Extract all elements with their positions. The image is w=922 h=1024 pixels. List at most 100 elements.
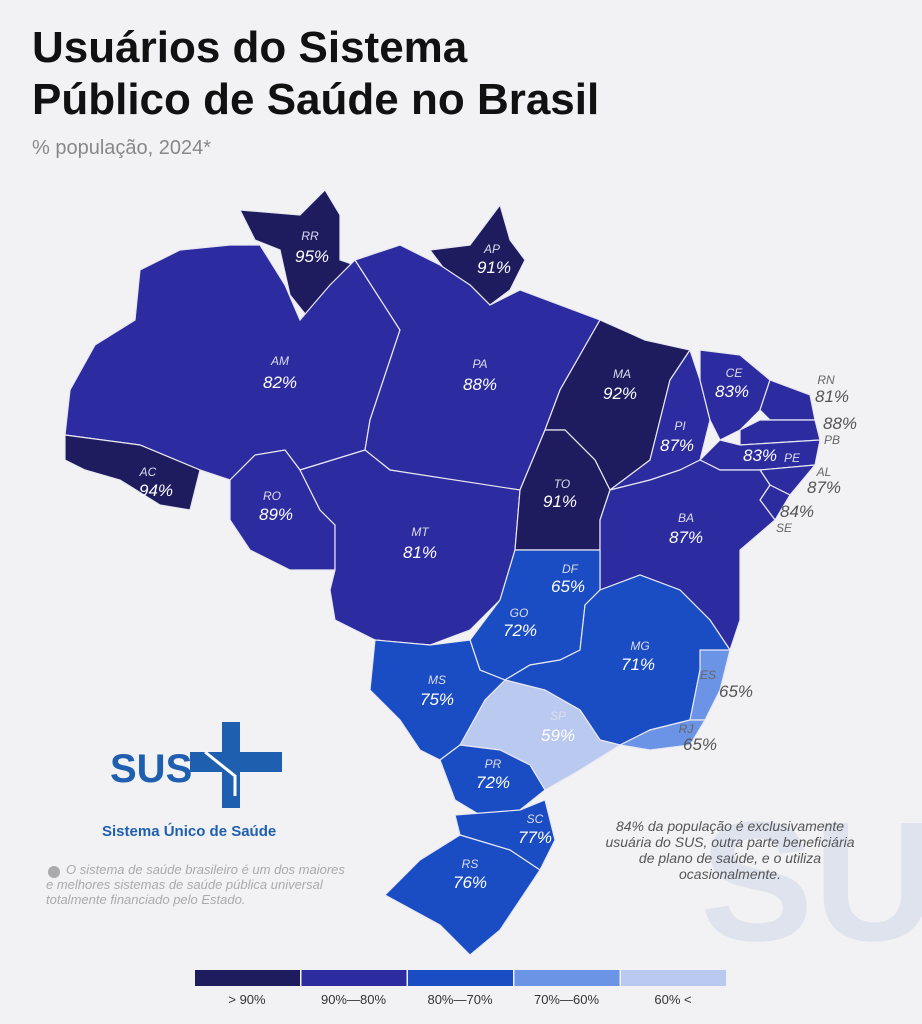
state-value: 88% (463, 375, 497, 394)
state-code: RN (817, 373, 835, 387)
state-label: MT 81% (403, 525, 437, 562)
legend-label: 70%—60% (534, 992, 599, 1007)
state-label: PA 88% (463, 357, 497, 394)
legend-label: 60% < (654, 992, 691, 1007)
state-value: 94% (139, 481, 173, 500)
state-value: 65% (683, 735, 717, 754)
state-code: RO (263, 489, 281, 503)
state-value: 88% (823, 414, 857, 433)
state-label: RS 76% (453, 857, 487, 892)
legend: > 90% 90%—80% 80%—70% 70%—60% 60% < (195, 970, 726, 1007)
title: Público de Saúde no Brasil (32, 75, 599, 124)
state-code: PI (674, 419, 686, 433)
state-code: AP (483, 242, 500, 256)
state-value: 92% (603, 384, 637, 403)
state-value: 84% (780, 502, 814, 521)
legend-swatch (301, 970, 407, 986)
state-code: DF (562, 562, 579, 576)
state-value: 83% (715, 382, 749, 401)
state-label: MS 75% (420, 673, 454, 709)
state-code: SP (550, 709, 566, 723)
legend-swatch (408, 970, 513, 986)
state-code: AM (270, 354, 289, 368)
state-value: 89% (259, 505, 293, 524)
state-code: TO (554, 477, 570, 491)
state-code: PR (485, 757, 502, 771)
legend-swatch (195, 970, 300, 986)
state-code: SE (776, 521, 793, 535)
state-shape (618, 719, 707, 751)
state-code: MS (428, 673, 446, 687)
state-code: MT (411, 525, 430, 539)
state-code: SC (527, 812, 544, 826)
state-label: CE 83% (715, 366, 749, 401)
state-value: 77% (518, 828, 552, 847)
state-label: SP 59% (541, 709, 575, 745)
state-value: 83% (743, 446, 777, 465)
subtitle: % população, 2024* (32, 137, 211, 159)
state-value: 81% (403, 543, 437, 562)
state-value: 65% (719, 682, 753, 701)
state-value: 72% (503, 621, 537, 640)
legend-label: > 90% (228, 992, 266, 1007)
state-label: RO 89% (259, 489, 293, 524)
state-code: RS (462, 857, 479, 871)
state-code: MA (613, 367, 631, 381)
state-code: RJ (679, 722, 695, 736)
state-value: 82% (263, 373, 297, 392)
state-label: AC 94% (139, 465, 173, 500)
state-label: PI 87% (660, 419, 694, 455)
state-shape (759, 379, 816, 421)
state-value: 81% (815, 387, 849, 406)
state-code: CE (726, 366, 744, 380)
state-code: ES (700, 668, 716, 682)
state-shape (64, 434, 201, 511)
state-label: RR 95% (295, 229, 329, 266)
state-code: BA (678, 511, 694, 525)
logo-line (204, 750, 237, 796)
state-value: 91% (543, 492, 577, 511)
state-label: MG 71% (621, 639, 655, 674)
state-value: 91% (477, 258, 511, 277)
legend-label: 90%—80% (321, 992, 386, 1007)
state-value: 95% (295, 247, 329, 266)
legend-label: 80%—70% (427, 992, 492, 1007)
state-code: MG (630, 639, 649, 653)
state-label: MA 92% (603, 367, 637, 403)
state-label: AM 82% (263, 354, 297, 392)
logo-name: Sistema Único de Saúde (102, 822, 276, 840)
state-value: 71% (621, 655, 655, 674)
state-value: 65% (551, 577, 585, 596)
state-value: 76% (453, 873, 487, 892)
state-shape (384, 834, 541, 956)
state-code: PA (472, 357, 487, 371)
state-value: 72% (476, 773, 510, 792)
map: RR 95% AP 91% AM 82% AC 94% RO 89% PA 88% MT 81% MA 92%… (64, 189, 857, 956)
state-code: AL (816, 465, 832, 479)
title: Usuários do Sistema (32, 23, 468, 72)
note-box: 84% da população é exclusivamente usuári… (605, 818, 854, 882)
state-label: PE 83% (743, 446, 801, 465)
footnote-box: O sistema de saúde brasileiro é um dos m… (46, 862, 345, 907)
state-label: PR 72% (476, 757, 510, 792)
state-label: AP 91% (477, 242, 511, 277)
watermark: SUS (700, 787, 922, 977)
state-label: SC 77% (518, 812, 552, 847)
state-value: 59% (541, 726, 575, 745)
state-code: PE (784, 451, 801, 465)
logo-mark: SUS (110, 747, 192, 791)
legend-swatch (514, 970, 620, 986)
info-icon (48, 866, 60, 878)
state-shape (369, 639, 507, 761)
state-value: 87% (660, 436, 694, 455)
